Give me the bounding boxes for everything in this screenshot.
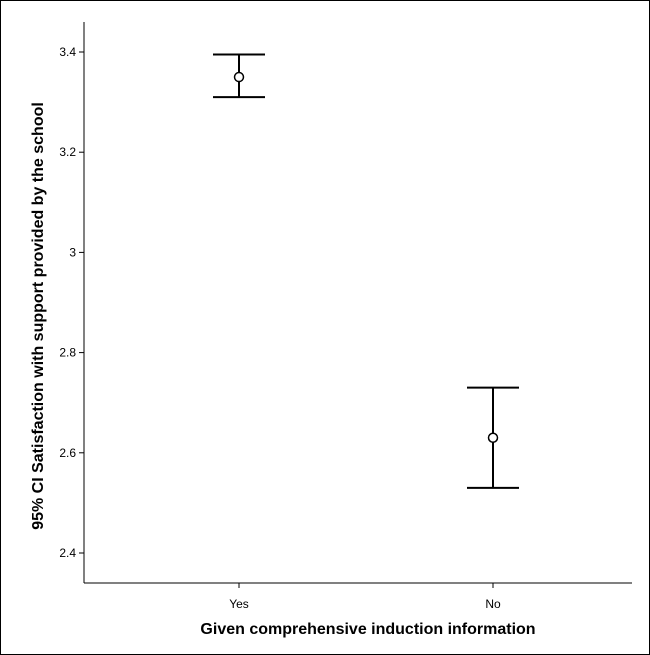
y-tick-label: 2.4 [59,546,76,560]
y-axis-title: 95% CI Satisfaction with support provide… [30,102,47,530]
x-tick-label: Yes [229,597,249,611]
y-tick-label: 3 [69,245,76,259]
y-axis: 2.4 2.6 2.8 3 3.2 3.4 [59,22,85,583]
mean-point [233,71,245,83]
x-axis: Yes No [84,582,632,611]
y-tick-label: 2.8 [59,346,76,360]
error-bar-yes [213,53,265,99]
error-bar-no [467,386,519,489]
error-bars [213,53,519,489]
y-tick-label: 3.4 [59,45,76,59]
mean-point [487,432,499,444]
y-tick-label: 2.6 [59,446,76,460]
x-axis-title: Given comprehensive induction informatio… [200,621,535,638]
x-tick-label: No [485,597,501,611]
y-tick-label: 3.2 [59,145,76,159]
